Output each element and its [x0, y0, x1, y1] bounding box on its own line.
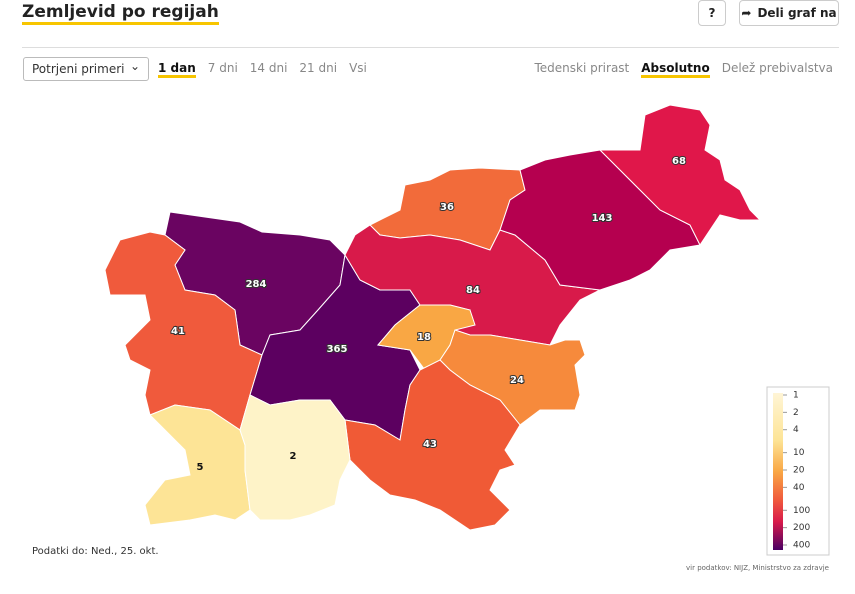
divider: [22, 47, 839, 48]
region-label: 5: [197, 462, 204, 473]
region-label: 24: [510, 375, 524, 386]
region: [144, 404, 251, 526]
legend-label: 40: [793, 483, 805, 493]
tab[interactable]: 14 dni: [249, 61, 288, 75]
legend-label: 400: [793, 541, 810, 551]
legend-label: 200: [793, 523, 810, 533]
region-label: 284: [246, 279, 267, 290]
legend-gradient: [773, 393, 783, 550]
share-icon: ➦: [741, 6, 752, 20]
dropdown[interactable]: Potrjeni primeri: [23, 57, 149, 81]
tab[interactable]: 7 dni: [207, 61, 238, 75]
region: [239, 394, 351, 521]
source-note: vir podatkov: NIJZ, Ministrstvo za zdrav…: [686, 564, 829, 572]
tab[interactable]: Delež prebivalstva: [721, 61, 833, 75]
share-button[interactable]: ➦ Deli graf na: [739, 0, 839, 26]
tab[interactable]: Absolutno: [641, 61, 710, 78]
region-label: 84: [466, 285, 480, 296]
legend-label: 10: [793, 448, 805, 458]
legend-label: 1: [793, 391, 799, 401]
region-label: 365: [327, 344, 348, 355]
date-note: Podatki do: Ned., 25. okt.: [32, 546, 159, 557]
region-label: 68: [672, 156, 686, 167]
title: Zemljevid po regijah: [22, 2, 219, 25]
legend-label: 20: [793, 466, 805, 476]
tab[interactable]: Vsi: [349, 61, 367, 75]
region-label: 2: [290, 451, 297, 462]
region: [344, 359, 521, 531]
region-label: 43: [423, 439, 437, 450]
share-label: Deli graf na: [757, 6, 837, 20]
region-label: 143: [592, 213, 613, 224]
tab[interactable]: 1 dan: [158, 61, 196, 78]
tab[interactable]: 21 dni: [299, 61, 338, 75]
measure-tabs: Tedenski prirast Absolutno Delež prebivals…: [534, 61, 833, 78]
legend-label: 4: [793, 425, 799, 435]
region-label: 41: [171, 326, 185, 337]
region-label: 36: [440, 202, 454, 213]
legend-label: 100: [793, 506, 810, 516]
tab[interactable]: Tedenski prirast: [534, 61, 630, 75]
region: [598, 104, 762, 246]
period-tabs: 1 dan 7 dni 14 dni 21 dni Vsi: [158, 61, 367, 78]
region-label: 18: [417, 332, 431, 343]
region: [377, 304, 476, 371]
legend-label: 2: [793, 408, 799, 418]
help-button[interactable]: ?: [698, 0, 726, 26]
